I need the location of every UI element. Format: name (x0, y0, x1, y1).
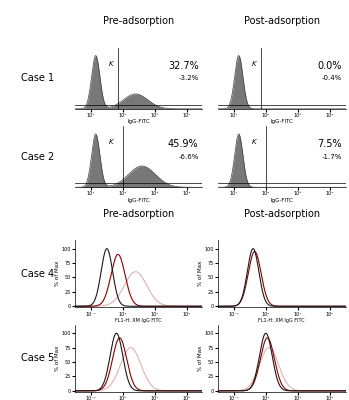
X-axis label: IgG-FITC: IgG-FITC (127, 198, 150, 203)
X-axis label: IgG-FITC: IgG-FITC (127, 119, 150, 124)
Text: Case 4: Case 4 (21, 269, 54, 279)
Text: Case 2: Case 2 (21, 152, 54, 162)
Y-axis label: % of Max: % of Max (55, 261, 60, 286)
Text: 0.0%: 0.0% (317, 61, 342, 71)
X-axis label: FL1-H: XM IgG FITC: FL1-H: XM IgG FITC (259, 318, 305, 323)
Text: K: K (252, 140, 256, 146)
Text: -3.2%: -3.2% (178, 75, 199, 81)
Text: Post-adsorption: Post-adsorption (244, 16, 320, 26)
Text: 7.5%: 7.5% (317, 140, 342, 150)
Text: -0.4%: -0.4% (321, 75, 342, 81)
Y-axis label: % of Max: % of Max (198, 261, 203, 286)
Y-axis label: % of Max: % of Max (55, 346, 60, 371)
Text: Pre-adsorption: Pre-adsorption (103, 209, 174, 219)
Text: 32.7%: 32.7% (168, 61, 199, 71)
Text: K: K (109, 61, 113, 67)
Y-axis label: % of Max: % of Max (198, 346, 203, 371)
Text: -1.7%: -1.7% (321, 154, 342, 160)
Text: Case 1: Case 1 (21, 73, 54, 83)
X-axis label: FL1-H: XM IgG FITC: FL1-H: XM IgG FITC (116, 318, 162, 323)
X-axis label: IgG-FITC: IgG-FITC (270, 198, 293, 203)
Text: Pre-adsorption: Pre-adsorption (103, 16, 174, 26)
X-axis label: IgG-FITC: IgG-FITC (270, 119, 293, 124)
Text: K: K (109, 140, 113, 146)
Text: 45.9%: 45.9% (168, 140, 199, 150)
Text: -6.6%: -6.6% (178, 154, 199, 160)
Text: Post-adsorption: Post-adsorption (244, 209, 320, 219)
Text: K: K (252, 61, 256, 67)
Text: Case 5: Case 5 (21, 353, 54, 363)
